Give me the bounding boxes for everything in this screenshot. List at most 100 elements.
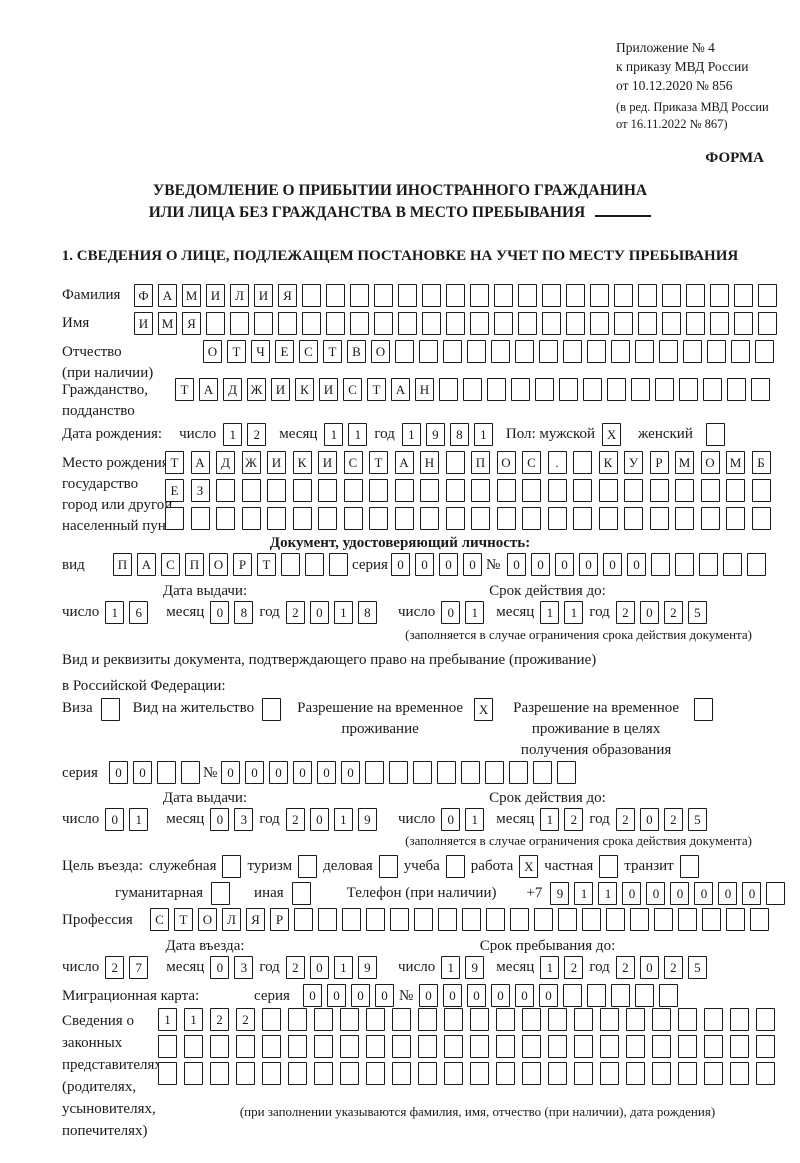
char-cell[interactable]: 8 xyxy=(357,601,377,624)
char-cell[interactable]: К xyxy=(598,451,618,474)
char-cell[interactable] xyxy=(419,340,438,363)
char-cell[interactable]: Я xyxy=(182,312,201,335)
char-cell[interactable]: И xyxy=(271,378,290,401)
char-cell[interactable] xyxy=(446,284,465,307)
char-cell[interactable] xyxy=(491,340,510,363)
char-cell[interactable]: И xyxy=(134,312,153,335)
char-cell[interactable] xyxy=(539,340,558,363)
char-cell[interactable] xyxy=(624,507,643,530)
char-cell[interactable] xyxy=(318,479,337,502)
char-cell[interactable]: 0 xyxy=(293,761,312,784)
char-cell[interactable]: 6 xyxy=(129,601,149,624)
char-cell[interactable] xyxy=(686,284,705,307)
char-cell[interactable]: 2 xyxy=(285,956,305,979)
char-cell[interactable] xyxy=(675,553,694,576)
char-cell[interactable] xyxy=(210,1035,229,1058)
char-cell[interactable]: 9 xyxy=(465,956,485,979)
char-cell[interactable] xyxy=(607,378,626,401)
char-cell[interactable]: 0 xyxy=(210,956,230,979)
char-cell[interactable]: 2 xyxy=(663,808,683,831)
char-cell[interactable] xyxy=(496,479,516,502)
char-cell[interactable]: И xyxy=(206,284,225,307)
char-cell[interactable] xyxy=(678,1062,697,1085)
char-cell[interactable]: П xyxy=(185,553,204,576)
char-cell[interactable]: 0 xyxy=(579,553,598,576)
char-cell[interactable]: 0 xyxy=(639,956,659,979)
char-cell[interactable]: М xyxy=(158,312,177,335)
char-cell[interactable]: 2 xyxy=(105,956,125,979)
purpose-study-checkbox[interactable] xyxy=(445,855,465,878)
char-cell[interactable] xyxy=(326,312,345,335)
char-cell[interactable]: 1 xyxy=(158,1008,177,1031)
char-cell[interactable]: А xyxy=(391,378,410,401)
char-cell[interactable] xyxy=(342,908,361,931)
char-cell[interactable] xyxy=(414,908,433,931)
char-cell[interactable]: И xyxy=(319,378,338,401)
char-cell[interactable] xyxy=(420,479,439,502)
sex-female-checkbox[interactable] xyxy=(705,423,725,446)
char-cell[interactable] xyxy=(679,855,699,878)
char-cell[interactable] xyxy=(254,312,273,335)
char-cell[interactable] xyxy=(734,312,753,335)
char-cell[interactable] xyxy=(288,1035,307,1058)
char-cell[interactable] xyxy=(422,284,441,307)
char-cell[interactable]: 0 xyxy=(351,984,370,1007)
char-cell[interactable] xyxy=(278,312,297,335)
char-cell[interactable]: А xyxy=(394,451,414,474)
char-cell[interactable]: У xyxy=(624,451,643,474)
char-cell[interactable] xyxy=(292,507,312,530)
char-cell[interactable]: 0 xyxy=(694,882,714,905)
char-cell[interactable]: 1 xyxy=(333,956,353,979)
char-cell[interactable] xyxy=(496,507,516,530)
visa-checkbox[interactable] xyxy=(100,698,120,721)
char-cell[interactable] xyxy=(559,378,578,401)
char-cell[interactable] xyxy=(694,698,714,721)
char-cell[interactable]: М xyxy=(182,284,201,307)
char-cell[interactable]: 0 xyxy=(210,601,230,624)
char-cell[interactable]: Т xyxy=(227,340,246,363)
char-cell[interactable] xyxy=(350,284,369,307)
char-cell[interactable] xyxy=(302,312,321,335)
char-cell[interactable]: 0 xyxy=(441,601,461,624)
char-cell[interactable] xyxy=(548,1062,567,1085)
char-cell[interactable]: 0 xyxy=(303,984,322,1007)
char-cell[interactable]: 2 xyxy=(285,808,305,831)
char-cell[interactable] xyxy=(566,284,585,307)
char-cell[interactable]: 0 xyxy=(555,553,574,576)
char-cell[interactable] xyxy=(522,507,541,530)
char-cell[interactable] xyxy=(758,312,777,335)
sex-male-checkbox[interactable]: X xyxy=(602,423,622,446)
char-cell[interactable] xyxy=(216,507,235,530)
char-cell[interactable]: 2 xyxy=(615,956,635,979)
char-cell[interactable] xyxy=(679,378,698,401)
char-cell[interactable] xyxy=(340,1008,359,1031)
char-cell[interactable] xyxy=(314,1035,333,1058)
char-cell[interactable] xyxy=(518,312,537,335)
char-cell[interactable] xyxy=(756,1008,775,1031)
char-cell[interactable] xyxy=(471,479,490,502)
char-cell[interactable]: 0 xyxy=(439,553,458,576)
char-cell[interactable] xyxy=(734,284,753,307)
char-cell[interactable] xyxy=(751,378,770,401)
char-cell[interactable]: . xyxy=(547,451,567,474)
char-cell[interactable] xyxy=(485,761,504,784)
char-cell[interactable]: 0 xyxy=(531,553,550,576)
char-cell[interactable]: 5 xyxy=(687,808,707,831)
char-cell[interactable] xyxy=(659,340,678,363)
char-cell[interactable]: Т xyxy=(165,451,184,474)
char-cell[interactable] xyxy=(600,1035,619,1058)
char-cell[interactable] xyxy=(535,378,554,401)
char-cell[interactable] xyxy=(394,479,414,502)
char-cell[interactable]: 2 xyxy=(285,601,305,624)
char-cell[interactable]: 0 xyxy=(109,761,128,784)
char-cell[interactable] xyxy=(699,553,718,576)
char-cell[interactable]: X xyxy=(602,423,622,446)
char-cell[interactable]: 0 xyxy=(443,984,462,1007)
char-cell[interactable] xyxy=(438,908,457,931)
char-cell[interactable] xyxy=(281,553,300,576)
char-cell[interactable]: С xyxy=(161,553,180,576)
char-cell[interactable] xyxy=(611,984,630,1007)
char-cell[interactable]: 9 xyxy=(425,423,445,446)
char-cell[interactable] xyxy=(557,761,576,784)
char-cell[interactable] xyxy=(574,1008,593,1031)
